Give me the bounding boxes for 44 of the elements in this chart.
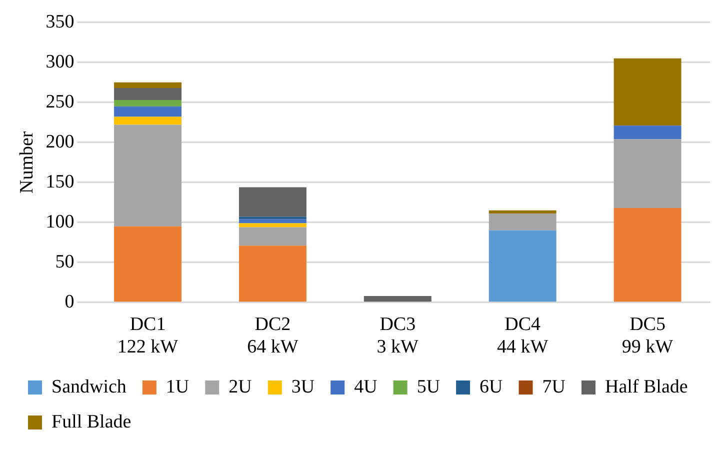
bar: [614, 58, 682, 126]
legend-label: 2U: [228, 376, 252, 398]
y-tick-label: 50: [55, 251, 74, 272]
y-tick-label: 150: [46, 171, 74, 192]
bar: [238, 187, 306, 217]
bar: [114, 100, 182, 106]
bar: [114, 88, 182, 100]
bar: [614, 139, 682, 208]
x-tick-label: DC1 122 kW: [117, 314, 178, 358]
x-tick-label: DC4 44 kW: [496, 314, 548, 358]
x-tick-label: DC3 3 kW: [376, 314, 419, 358]
y-tick-label: 250: [46, 91, 74, 112]
y-tick-label: 100: [46, 211, 74, 232]
bar: [114, 82, 182, 88]
bar: [614, 208, 682, 302]
legend-label: 6U: [480, 376, 504, 398]
bar: [488, 210, 556, 214]
y-tick-label: 200: [46, 131, 74, 152]
bar: [114, 226, 182, 302]
bar: [114, 124, 182, 226]
legend-label: Full Blade: [52, 411, 132, 432]
bar: [488, 230, 556, 302]
bar: [364, 296, 432, 302]
legend-label: 5U: [416, 376, 440, 398]
y-tick-label: 350: [46, 11, 74, 32]
bar: [238, 223, 306, 228]
y-tick-label: 300: [46, 51, 74, 72]
legend-label: Half Blade: [604, 376, 688, 398]
bar: [614, 126, 682, 140]
bar: [114, 106, 182, 117]
legend-label: 3U: [291, 376, 315, 398]
x-tick-label: DC2 64 kW: [247, 314, 298, 358]
bar: [238, 246, 306, 302]
x-tick-label: DC5 99 kW: [622, 314, 674, 358]
legend-label: 7U: [542, 376, 566, 398]
bar: [238, 219, 306, 224]
bar: [114, 116, 182, 125]
bar: [238, 227, 306, 246]
bar: [488, 214, 556, 230]
legend-label: 4U: [354, 376, 378, 398]
legend-label: 1U: [166, 376, 190, 398]
y-tick-label: 0: [64, 291, 74, 312]
y-axis-title: Number: [16, 130, 38, 194]
legend-label: Sandwich: [52, 376, 127, 398]
